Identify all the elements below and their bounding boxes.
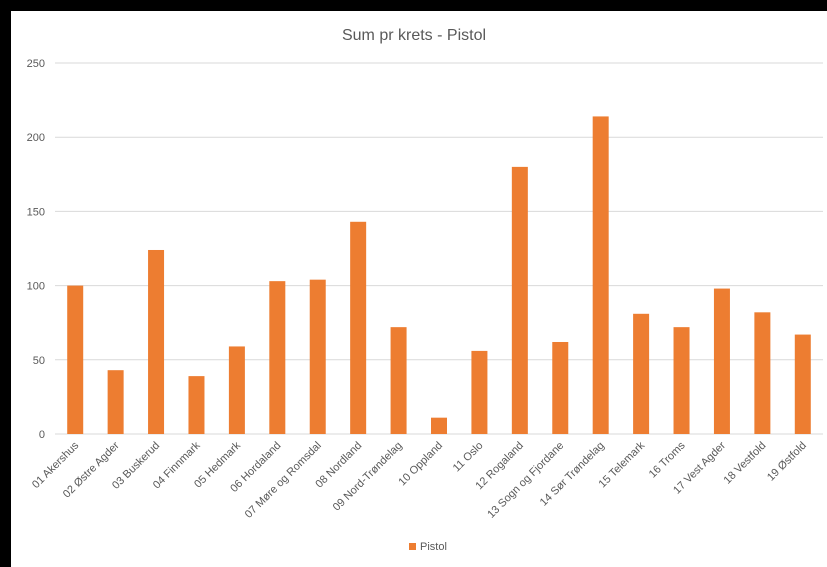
y-tick-label: 250 (27, 58, 45, 70)
bar (713, 288, 730, 434)
y-tick-label: 50 (33, 355, 45, 367)
y-tick-label: 100 (27, 281, 45, 293)
bar (188, 376, 205, 434)
chart-title: Sum pr krets - Pistol (342, 27, 486, 44)
bar (511, 166, 528, 434)
bar (228, 346, 245, 434)
bar (67, 285, 84, 434)
x-tick-label: 10 Oppland (396, 440, 445, 489)
bar (350, 221, 367, 434)
bar (471, 350, 488, 434)
bar (148, 249, 165, 434)
y-tick-label: 150 (27, 206, 45, 218)
bar (552, 341, 569, 434)
x-tick-label: 07 Møre og Romsdal (243, 440, 324, 521)
x-tick-label: 18 Vestfold (722, 440, 769, 487)
bar (754, 312, 771, 434)
bar (794, 334, 811, 434)
bar (309, 279, 326, 434)
x-tick-label: 09 Nord-Trøndelag (331, 440, 405, 514)
legend-swatch (409, 543, 416, 550)
bar (390, 327, 407, 434)
bar (431, 417, 447, 434)
x-tick-label: 13 Sogn og Fjordane (485, 440, 566, 521)
bar (633, 313, 650, 434)
x-tick-label: 16 Troms (647, 439, 688, 480)
x-tick-label: 19 Østfold (765, 440, 809, 484)
bar (673, 327, 690, 434)
bar (107, 370, 124, 434)
y-tick-label: 0 (39, 429, 45, 441)
bar (269, 281, 286, 434)
chart-area: Sum pr krets - Pistol 0 50 100 150 200 250 01 A… (11, 11, 827, 567)
bar (592, 116, 609, 434)
legend-label: Pistol (420, 541, 447, 553)
x-tick-label: 11 Oslo (451, 440, 486, 475)
y-tick-label: 200 (27, 132, 45, 144)
